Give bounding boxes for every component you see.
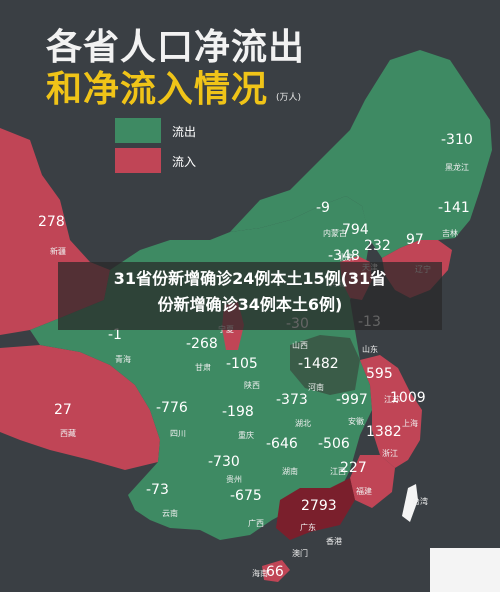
province-value: -776: [156, 400, 188, 416]
province-name: 上海: [402, 419, 418, 428]
province-name: 河南: [308, 383, 324, 392]
province-name: 澳门: [292, 549, 308, 558]
province-value: 1382: [366, 424, 402, 440]
region-hainan: [262, 560, 290, 582]
region-neimenggu-dongbei: [230, 50, 492, 258]
title-line-2: 和净流入情况: [46, 69, 269, 110]
province-value: -1482: [298, 356, 339, 372]
province-value: -506: [318, 436, 350, 452]
province-value: -141: [438, 200, 470, 216]
legend-outflow-swatch: [115, 118, 161, 143]
province-value: -348: [328, 248, 360, 264]
province-value: -73: [146, 482, 169, 498]
province-name: 新疆: [50, 247, 66, 256]
province-name: 重庆: [238, 431, 254, 440]
province-value: -997: [336, 392, 368, 408]
province-name: 吉林: [442, 229, 458, 238]
province-name: 江苏: [384, 395, 400, 404]
province-name: 北京: [338, 253, 354, 262]
province-name: 黑龙江: [445, 163, 469, 172]
region-jiangsu-shanghai-zhejiang: [360, 355, 422, 468]
headline-line-2: 份新增确诊34例本土6例): [157, 295, 343, 314]
province-name: 浙江: [382, 449, 398, 458]
region-xizang: [0, 345, 160, 470]
province-value: 794: [342, 222, 369, 238]
province-name: 山西: [292, 341, 308, 350]
province-value: -9: [316, 200, 330, 216]
south-china-sea-inset: [430, 548, 500, 592]
province-value: 66: [266, 564, 284, 580]
legend-inflow-label: 流入: [172, 155, 197, 169]
region-henan: [290, 335, 360, 395]
province-value: 595: [366, 366, 393, 382]
province-name: 台湾: [412, 497, 428, 506]
headline: 31省份新增确诊24例本土15例(31省 份新增确诊34例本土6例): [58, 266, 442, 318]
headline-line-1: 31省份新增确诊24例本土15例(31省: [113, 269, 387, 288]
province-name: 云南: [162, 509, 178, 518]
province-value: 27: [54, 402, 72, 418]
province-name: 四川: [170, 429, 186, 438]
province-name: 陕西: [244, 381, 260, 390]
province-value: -646: [266, 436, 298, 452]
unit-label: (万人): [276, 93, 302, 103]
province-name: 安徽: [348, 417, 364, 426]
province-value: -105: [226, 356, 258, 372]
province-value: 227: [340, 460, 367, 476]
province-value: -268: [186, 336, 218, 352]
province-value: -373: [276, 392, 308, 408]
province-name: 福建: [356, 487, 372, 496]
province-value: 278: [38, 214, 65, 230]
province-name: 湖北: [295, 419, 311, 428]
province-value: -310: [441, 132, 473, 148]
province-value: -730: [208, 454, 240, 470]
region-guangdong: [276, 478, 355, 540]
province-name: 山东: [362, 345, 378, 354]
province-value: 2793: [301, 498, 337, 514]
province-name: 海南: [252, 569, 268, 578]
province-value: 232: [364, 238, 391, 254]
province-name: 广东: [300, 523, 316, 532]
legend-outflow-label: 流出: [172, 125, 197, 139]
title-line-1: 各省人口净流出: [46, 27, 306, 68]
province-name: 青海: [115, 355, 131, 364]
province-value: -675: [230, 488, 262, 504]
province-value: 97: [406, 232, 424, 248]
region-fujian: [350, 455, 395, 508]
region-taiwan: [402, 484, 418, 522]
province-name: 甘肃: [195, 363, 211, 372]
province-name: 贵州: [226, 475, 242, 484]
province-name: 内蒙古: [323, 229, 347, 238]
province-value: -198: [222, 404, 254, 420]
legend-inflow-swatch: [115, 148, 161, 173]
province-name: 湖南: [282, 467, 298, 476]
province-name: 江西: [330, 467, 346, 476]
province-name: 香港: [326, 537, 342, 546]
headline-band: [58, 262, 442, 330]
province-name: 广西: [248, 519, 264, 528]
province-value: -1: [108, 327, 122, 343]
province-name: 西藏: [60, 429, 76, 438]
province-value: 1009: [390, 390, 426, 406]
